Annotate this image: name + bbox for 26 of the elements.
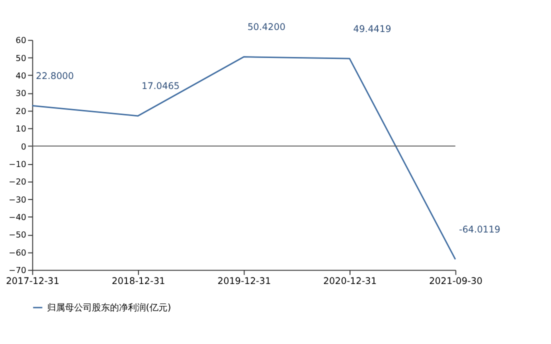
y-tick-label: 40 (16, 70, 26, 80)
data-label: 17.0465 (142, 81, 180, 92)
y-tick-label: −60 (8, 247, 26, 258)
data-label: 50.4200 (247, 22, 286, 34)
y-tick-label: 60 (16, 35, 26, 46)
x-tick-label: 2019-12-31 (218, 276, 271, 288)
data-label: -64.0119 (459, 224, 500, 236)
x-tick-label: 2021-09-30 (429, 276, 483, 288)
y-tick-label: 10 (16, 124, 26, 134)
line-series (32, 56, 456, 260)
data-label: 22.8000 (36, 71, 74, 82)
y-tick-label: −20 (8, 176, 26, 187)
y-tick-label: 30 (16, 88, 26, 98)
y-tick-label: 0 (20, 141, 26, 152)
x-tick-label: 2018-12-31 (112, 276, 166, 288)
data-label: 49.4419 (353, 24, 392, 35)
y-tick-label: −50 (8, 230, 26, 240)
y-tick-label: −40 (8, 212, 26, 222)
y-tick-label: −10 (8, 158, 26, 169)
legend-label: 归属母公司股东的净利润(亿元) (46, 302, 172, 314)
x-tick-label: 2017-12-31 (6, 276, 60, 288)
y-tick-label: −30 (8, 194, 26, 204)
y-tick-label: 50 (16, 52, 26, 63)
x-tick-label: 2020-12-31 (323, 276, 377, 288)
y-tick-label: 20 (16, 106, 26, 116)
y-tick-label: −70 (8, 265, 26, 276)
